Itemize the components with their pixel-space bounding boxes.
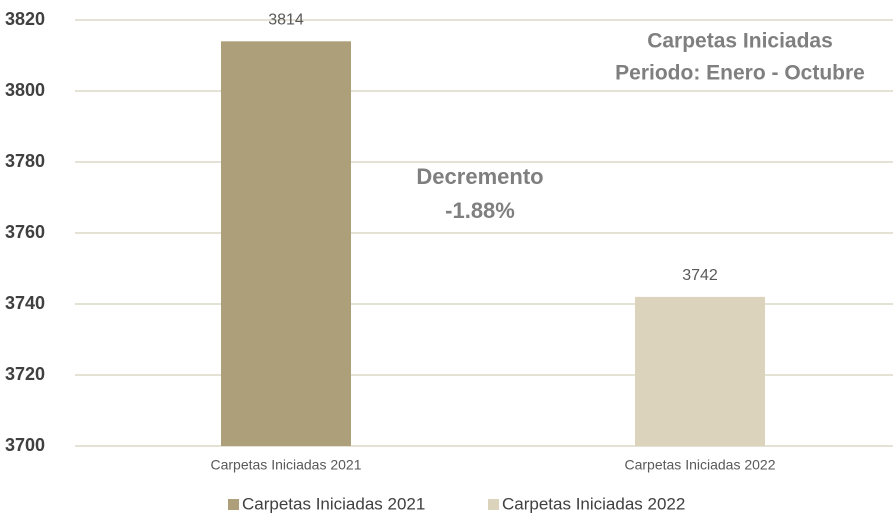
y-tick-label: 3740 — [5, 293, 45, 313]
y-tick-label: 3820 — [5, 9, 45, 29]
legend-label: Carpetas Iniciadas 2022 — [502, 494, 685, 513]
y-tick-label: 3720 — [5, 364, 45, 384]
data-label: 3742 — [682, 267, 718, 284]
y-tick-label: 3780 — [5, 151, 45, 171]
annotation: Decremento — [416, 164, 543, 189]
y-tick-label: 3800 — [5, 80, 45, 100]
legend-swatch — [228, 499, 239, 510]
chart-title: Periodo: Enero - Octubre — [615, 62, 865, 85]
legend-swatch — [488, 499, 499, 510]
data-label: 3814 — [268, 12, 304, 29]
legend-label: Carpetas Iniciadas 2021 — [242, 494, 425, 513]
y-tick-label: 3760 — [5, 222, 45, 242]
x-tick-label: Carpetas Iniciadas 2022 — [625, 457, 776, 473]
bar — [221, 41, 351, 447]
x-tick-label: Carpetas Iniciadas 2021 — [211, 457, 362, 473]
y-tick-label: 3700 — [5, 435, 45, 455]
chart-title: Carpetas Iniciadas — [647, 30, 833, 53]
annotation: -1.88% — [445, 198, 515, 223]
bar — [635, 296, 765, 446]
